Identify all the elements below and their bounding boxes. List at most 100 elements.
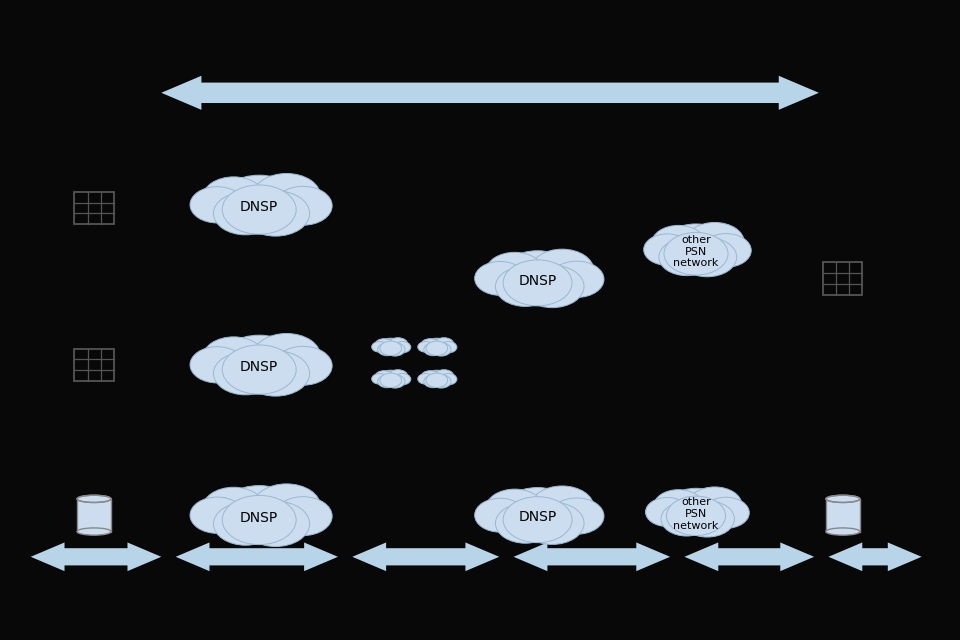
Circle shape — [426, 373, 447, 387]
Circle shape — [420, 371, 440, 383]
Circle shape — [426, 341, 447, 355]
Circle shape — [203, 177, 265, 218]
Circle shape — [203, 337, 265, 378]
Circle shape — [380, 341, 401, 355]
Polygon shape — [514, 543, 670, 571]
Ellipse shape — [77, 528, 111, 535]
Circle shape — [252, 484, 321, 529]
Circle shape — [379, 338, 402, 354]
Circle shape — [664, 232, 728, 275]
Circle shape — [520, 502, 584, 545]
Circle shape — [703, 497, 749, 529]
Circle shape — [394, 374, 411, 385]
Circle shape — [652, 225, 706, 261]
Circle shape — [223, 495, 296, 545]
Circle shape — [423, 343, 443, 356]
Text: DNSP: DNSP — [240, 511, 278, 525]
Circle shape — [377, 375, 396, 388]
Circle shape — [190, 187, 245, 223]
Circle shape — [495, 266, 555, 307]
Circle shape — [440, 342, 457, 353]
Circle shape — [203, 487, 265, 529]
Circle shape — [680, 500, 734, 537]
Circle shape — [549, 261, 604, 298]
Circle shape — [687, 487, 742, 524]
Circle shape — [418, 374, 434, 384]
Circle shape — [372, 374, 388, 384]
Circle shape — [661, 502, 712, 536]
Bar — [75, 192, 113, 224]
Circle shape — [190, 347, 245, 383]
Ellipse shape — [77, 495, 111, 502]
Circle shape — [549, 498, 604, 534]
Circle shape — [385, 343, 405, 356]
Circle shape — [654, 490, 704, 523]
Bar — [75, 349, 113, 381]
Circle shape — [486, 252, 543, 291]
Circle shape — [666, 496, 726, 536]
Circle shape — [499, 488, 576, 538]
Circle shape — [377, 343, 396, 356]
Text: other
PSN
network: other PSN network — [673, 235, 719, 268]
Circle shape — [425, 370, 448, 386]
Circle shape — [486, 489, 543, 528]
Circle shape — [242, 501, 310, 547]
Polygon shape — [31, 543, 161, 571]
Circle shape — [423, 375, 443, 388]
Circle shape — [418, 342, 434, 352]
Text: DNSP: DNSP — [240, 360, 278, 374]
Circle shape — [678, 237, 736, 276]
Circle shape — [388, 370, 408, 383]
Circle shape — [495, 503, 555, 543]
Circle shape — [499, 251, 576, 301]
Polygon shape — [161, 76, 819, 110]
Circle shape — [372, 342, 388, 352]
Circle shape — [431, 343, 451, 356]
Text: DNSP: DNSP — [518, 511, 557, 524]
Polygon shape — [826, 499, 860, 532]
Circle shape — [252, 333, 321, 379]
Text: DNSP: DNSP — [240, 200, 278, 214]
Circle shape — [242, 351, 310, 396]
Circle shape — [503, 497, 572, 543]
Text: DNSP: DNSP — [518, 274, 557, 287]
Circle shape — [474, 499, 525, 532]
Circle shape — [431, 375, 451, 388]
Polygon shape — [77, 499, 111, 532]
Circle shape — [218, 335, 300, 390]
Polygon shape — [828, 543, 922, 571]
Circle shape — [520, 266, 584, 308]
Circle shape — [374, 339, 394, 351]
Circle shape — [659, 239, 714, 276]
Circle shape — [440, 374, 457, 385]
Polygon shape — [352, 543, 499, 571]
Circle shape — [434, 370, 454, 383]
Circle shape — [388, 338, 408, 351]
Circle shape — [213, 192, 277, 235]
Circle shape — [223, 185, 296, 234]
Polygon shape — [684, 543, 814, 571]
Circle shape — [385, 375, 405, 388]
Circle shape — [218, 175, 300, 230]
Circle shape — [644, 234, 691, 266]
Circle shape — [645, 497, 689, 527]
Circle shape — [701, 234, 752, 268]
Circle shape — [503, 260, 572, 306]
Circle shape — [474, 262, 525, 295]
Circle shape — [213, 352, 277, 395]
Text: other
PSN
network: other PSN network — [673, 497, 719, 531]
Circle shape — [252, 173, 321, 219]
Circle shape — [274, 497, 332, 536]
Circle shape — [434, 338, 454, 351]
Circle shape — [242, 191, 310, 236]
Circle shape — [380, 373, 401, 387]
Polygon shape — [176, 543, 338, 571]
Circle shape — [420, 339, 440, 351]
Ellipse shape — [826, 528, 860, 535]
Circle shape — [685, 223, 744, 262]
Circle shape — [425, 338, 448, 354]
Circle shape — [394, 342, 411, 353]
Circle shape — [374, 371, 394, 383]
Circle shape — [223, 345, 296, 394]
Bar — [824, 262, 862, 294]
